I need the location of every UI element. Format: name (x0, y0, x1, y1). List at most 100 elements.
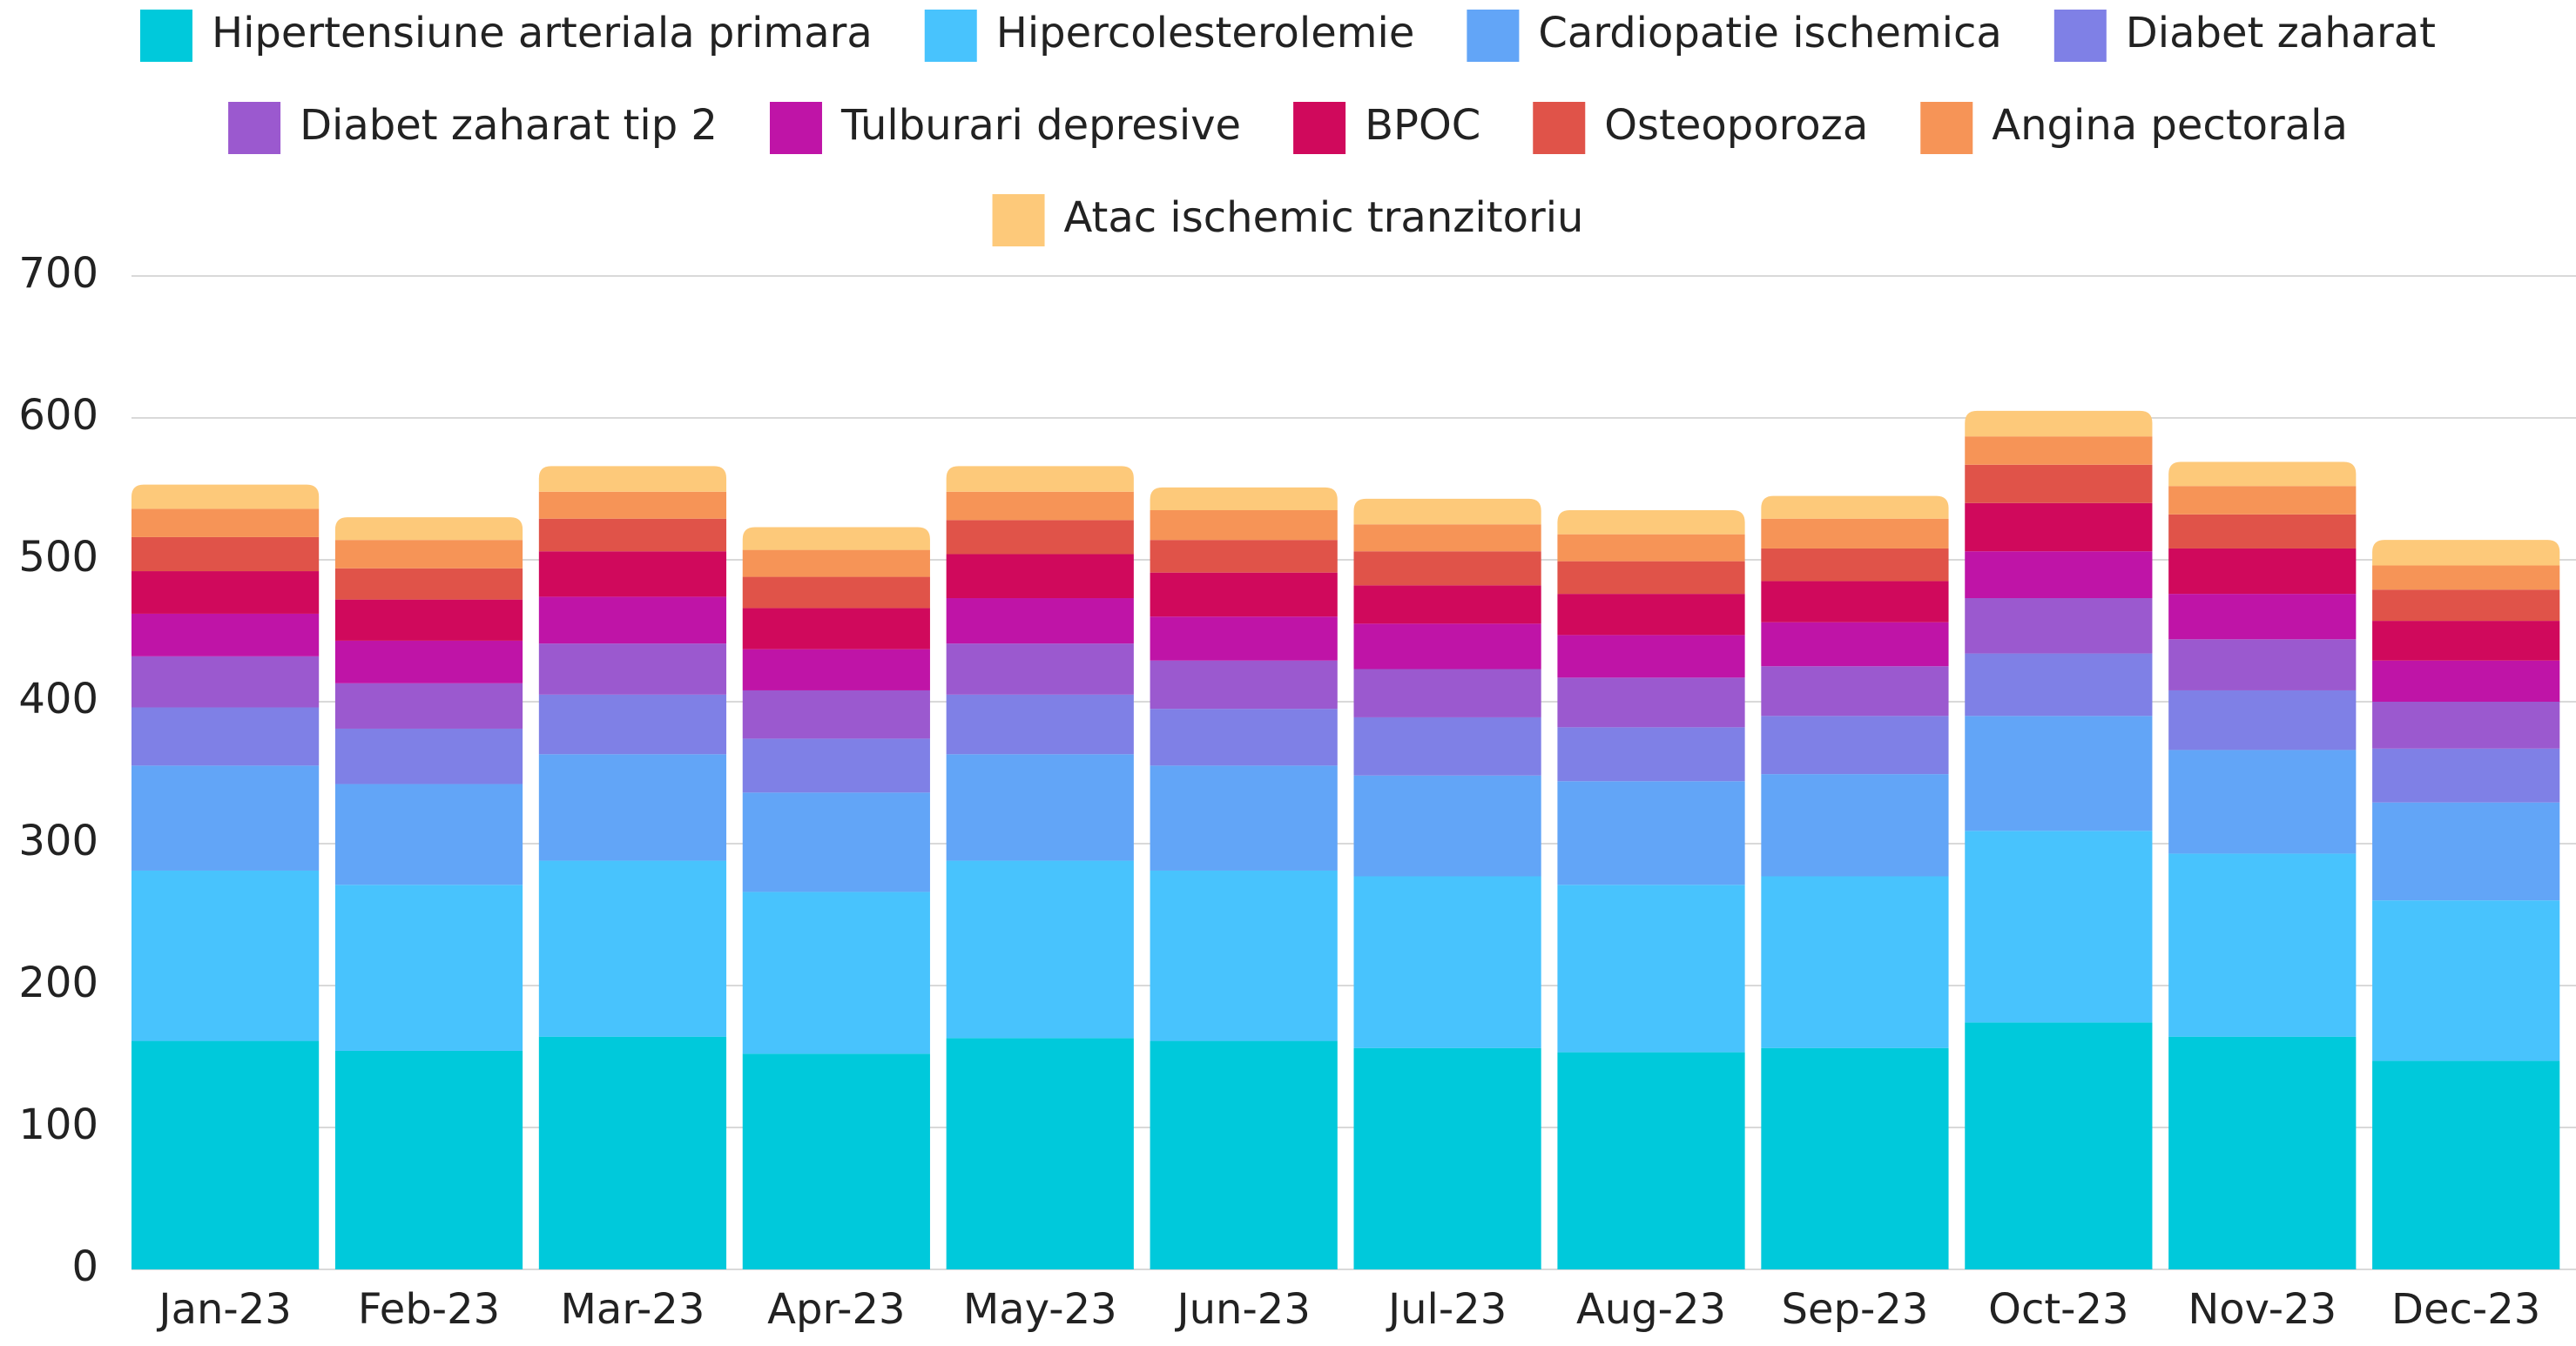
bar-segment (946, 1038, 1134, 1269)
bar-segment (1150, 616, 1338, 661)
bar-segment (334, 728, 523, 784)
bar-segment (1557, 635, 1745, 678)
bar-segment (334, 683, 523, 729)
bar-segment (1761, 666, 1949, 717)
bar-segment (538, 518, 727, 552)
bar-segment (131, 508, 320, 537)
y-tick-label: 200 (18, 959, 98, 1007)
bar-segment (538, 694, 727, 755)
bar-segment (1557, 781, 1745, 885)
bar-segment (334, 885, 523, 1051)
bar-segment (2372, 589, 2560, 622)
bar-segment (131, 656, 320, 708)
bar-segment (1353, 524, 1541, 552)
bar-segment (538, 1036, 727, 1269)
legend-label: Hipertensiune arteriala primara (212, 9, 873, 57)
bar-segment (1353, 585, 1541, 624)
legend-swatch (1293, 102, 1346, 154)
bar-segment (334, 640, 523, 683)
legend-label: Hipercolesterolemie (996, 9, 1415, 57)
bar-segment (1150, 487, 1338, 510)
y-tick-label: 500 (18, 533, 98, 582)
x-tick-label: Jan-23 (156, 1285, 291, 1334)
legend-label: BPOC (1365, 101, 1480, 150)
legend-label: Diabet zaharat (2126, 9, 2436, 57)
bar-segment (1557, 594, 1745, 636)
bar-segment (1965, 464, 2153, 503)
x-tick-label: Nov-23 (2188, 1285, 2337, 1334)
bar-segment (131, 536, 320, 572)
bar-segment (334, 1050, 523, 1269)
bar-segment (1353, 498, 1541, 525)
bar-segment (1353, 1047, 1541, 1269)
bar-segment (538, 860, 727, 1037)
bar-segment (1150, 1040, 1338, 1269)
bar-segment (334, 568, 523, 600)
bar-segment (1557, 727, 1745, 782)
bar-segment (2168, 639, 2357, 690)
bar-segment (2168, 514, 2357, 548)
bar-segment (1353, 717, 1541, 776)
bar-segment (334, 540, 523, 569)
bar-segment (1965, 502, 2153, 552)
legend-swatch (992, 194, 1045, 246)
bar-segment (1150, 765, 1338, 871)
bar-segment (2168, 594, 2357, 640)
y-tick-label: 0 (71, 1242, 98, 1291)
bar-segment (1761, 518, 1949, 548)
legend-label: Cardiopatie ischemica (1538, 9, 2001, 57)
bar-segment (946, 754, 1134, 861)
bar-segment (742, 892, 930, 1054)
x-tick-label: Sep-23 (1781, 1285, 1928, 1334)
bar-segment (1965, 598, 2153, 654)
bar-segment (1353, 775, 1541, 877)
bar-segment (1761, 876, 1949, 1048)
bar-segment (742, 690, 930, 739)
bar-segment (1761, 622, 1949, 667)
bar-segment (1965, 1022, 2153, 1269)
bar-segment (1965, 436, 2153, 465)
bar-segment (946, 466, 1134, 492)
bar-segment (538, 596, 727, 644)
bar-segment (131, 707, 320, 766)
bar-segment (334, 784, 523, 885)
bar-segment (946, 598, 1134, 644)
bar-segment (946, 694, 1134, 755)
bar-segment (334, 517, 523, 541)
legend-swatch (1467, 10, 1520, 62)
bar-segment (1353, 876, 1541, 1048)
bar-segment (1965, 410, 2153, 437)
y-tick-label: 300 (18, 817, 98, 865)
bar-segment (2168, 548, 2357, 595)
bar-segment (2168, 486, 2357, 515)
legend-swatch (228, 102, 281, 154)
bar-segment (2372, 802, 2560, 901)
bar-segment (1965, 831, 2153, 1023)
legend-swatch (924, 10, 977, 62)
legend-label: Diabet zaharat tip 2 (300, 101, 718, 150)
bar-segment (1353, 669, 1541, 717)
bar-segment (1761, 495, 1949, 519)
bar-segment (2168, 461, 2357, 487)
x-tick-label: Jun-23 (1174, 1285, 1310, 1334)
legend-label: Tulburari depresive (840, 101, 1241, 150)
bar-segment (2372, 1060, 2560, 1269)
x-tick-label: Aug-23 (1576, 1285, 1726, 1334)
bar-segment (2168, 690, 2357, 750)
legend-swatch (2053, 10, 2107, 62)
bar-segment (1761, 716, 1949, 775)
bar-segment (946, 860, 1134, 1039)
bar-segment (1557, 561, 1745, 595)
bar-segment (538, 643, 727, 695)
bar-segment (946, 491, 1134, 521)
bar-segment (538, 551, 727, 597)
bar-segment (1965, 551, 2153, 599)
bar-segment (538, 491, 727, 519)
y-tick-label: 700 (18, 249, 98, 298)
x-tick-label: Apr-23 (767, 1285, 905, 1334)
bar-segment (131, 613, 320, 656)
bar-segment (742, 738, 930, 793)
bar-segment (1150, 870, 1338, 1041)
